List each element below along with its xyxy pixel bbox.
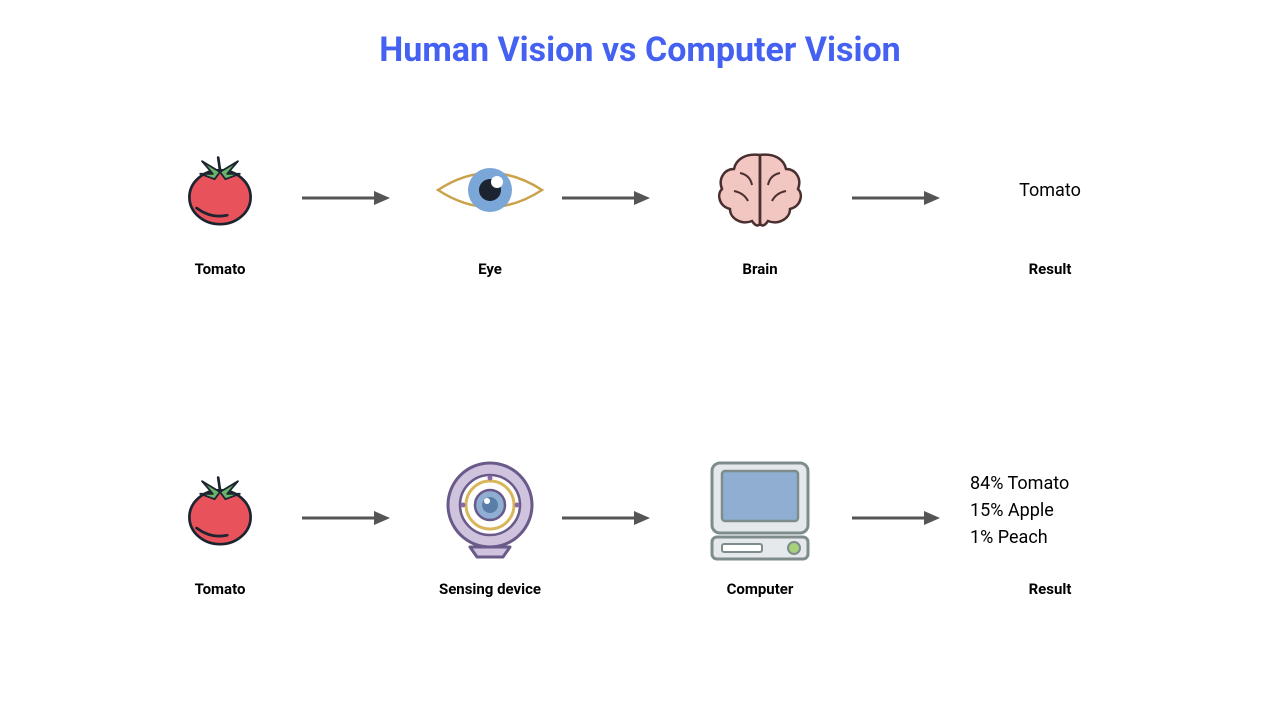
- computer-icon: [660, 460, 860, 560]
- eye-label: Eye: [390, 260, 590, 278]
- tomato-cell: Tomato: [120, 460, 320, 598]
- result-cell: Tomato Result: [950, 140, 1150, 278]
- arrow-icon: [300, 508, 390, 528]
- human-vision-row: Tomato Eye Brain Tomato Result: [0, 140, 1280, 340]
- result-label: Result: [950, 580, 1150, 598]
- page-title: Human Vision vs Computer Vision: [0, 30, 1280, 70]
- result-label: Result: [950, 260, 1150, 278]
- tomato-icon: [120, 460, 320, 560]
- tomato-cell: Tomato: [120, 140, 320, 278]
- arrow-icon: [850, 508, 940, 528]
- eye-cell: Eye: [390, 140, 590, 278]
- arrow-icon: [300, 188, 390, 208]
- arrow-icon: [850, 188, 940, 208]
- tomato-label: Tomato: [120, 580, 320, 598]
- brain-cell: Brain: [660, 140, 860, 278]
- computer-label: Computer: [660, 580, 860, 598]
- arrow-icon: [560, 188, 650, 208]
- result-line: 15% Apple: [970, 497, 1054, 524]
- result-line: 84% Tomato: [970, 470, 1069, 497]
- tomato-icon: [120, 140, 320, 240]
- sensing-device-cell: Sensing device: [390, 460, 590, 598]
- result-cell: 84% Tomato 15% Apple 1% Peach Result: [950, 460, 1150, 598]
- sensing-device-label: Sensing device: [390, 580, 590, 598]
- result-line: 1% Peach: [970, 524, 1048, 551]
- result-list: 84% Tomato 15% Apple 1% Peach: [950, 460, 1150, 560]
- computer-vision-row: Tomato Sensing device Computer: [0, 460, 1280, 660]
- computer-cell: Computer: [660, 460, 860, 598]
- tomato-label: Tomato: [120, 260, 320, 278]
- arrow-icon: [560, 508, 650, 528]
- brain-label: Brain: [660, 260, 860, 278]
- result-text: Tomato: [950, 140, 1150, 240]
- brain-icon: [660, 140, 860, 240]
